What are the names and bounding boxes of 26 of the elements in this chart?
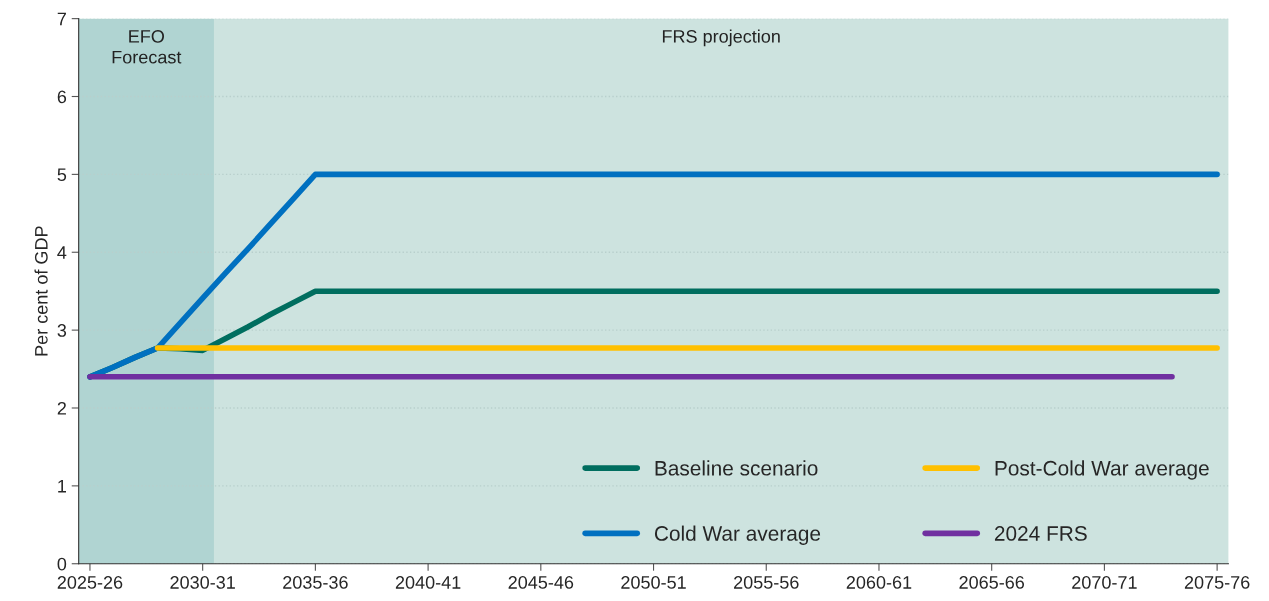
y-tick-label: 4 — [57, 246, 67, 259]
legend-label: Cold War average — [654, 525, 821, 545]
annotation: FRS projection — [662, 29, 780, 47]
x-tick-label: 2060-61 — [846, 576, 912, 589]
legend-label: 2024 FRS — [994, 526, 1087, 541]
y-tick-label: 2 — [57, 401, 66, 415]
x-tick-label: 2065-66 — [959, 576, 1025, 589]
band-label: EFO Forecast — [112, 30, 182, 64]
legend-label: Post-Cold War average — [995, 460, 1209, 480]
x-tick-label: 2030-31 — [170, 576, 235, 589]
x-tick-label: 2050-51 — [621, 576, 686, 589]
x-tick-label: 2045-46 — [508, 576, 574, 589]
y-tick-label: 3 — [57, 324, 67, 337]
x-tick-label: 2075-76 — [1184, 576, 1250, 589]
x-tick-label: 2070-71 — [1072, 576, 1137, 589]
y-tick-label: 5 — [57, 168, 67, 182]
y-axis-title: Per cent of GDP — [34, 226, 48, 356]
x-tick-label: 2025-26 — [57, 576, 123, 589]
legend-label: Baseline scenario — [655, 460, 818, 476]
x-tick-label: 2040-41 — [395, 576, 461, 589]
y-tick-label: 1 — [58, 479, 66, 493]
y-tick-label: 0 — [57, 557, 67, 571]
y-tick-label: 6 — [57, 90, 67, 104]
x-tick-label: 2055-56 — [734, 576, 799, 589]
y-tick-label: 7 — [57, 12, 66, 26]
x-tick-label: 2035-36 — [283, 576, 348, 589]
